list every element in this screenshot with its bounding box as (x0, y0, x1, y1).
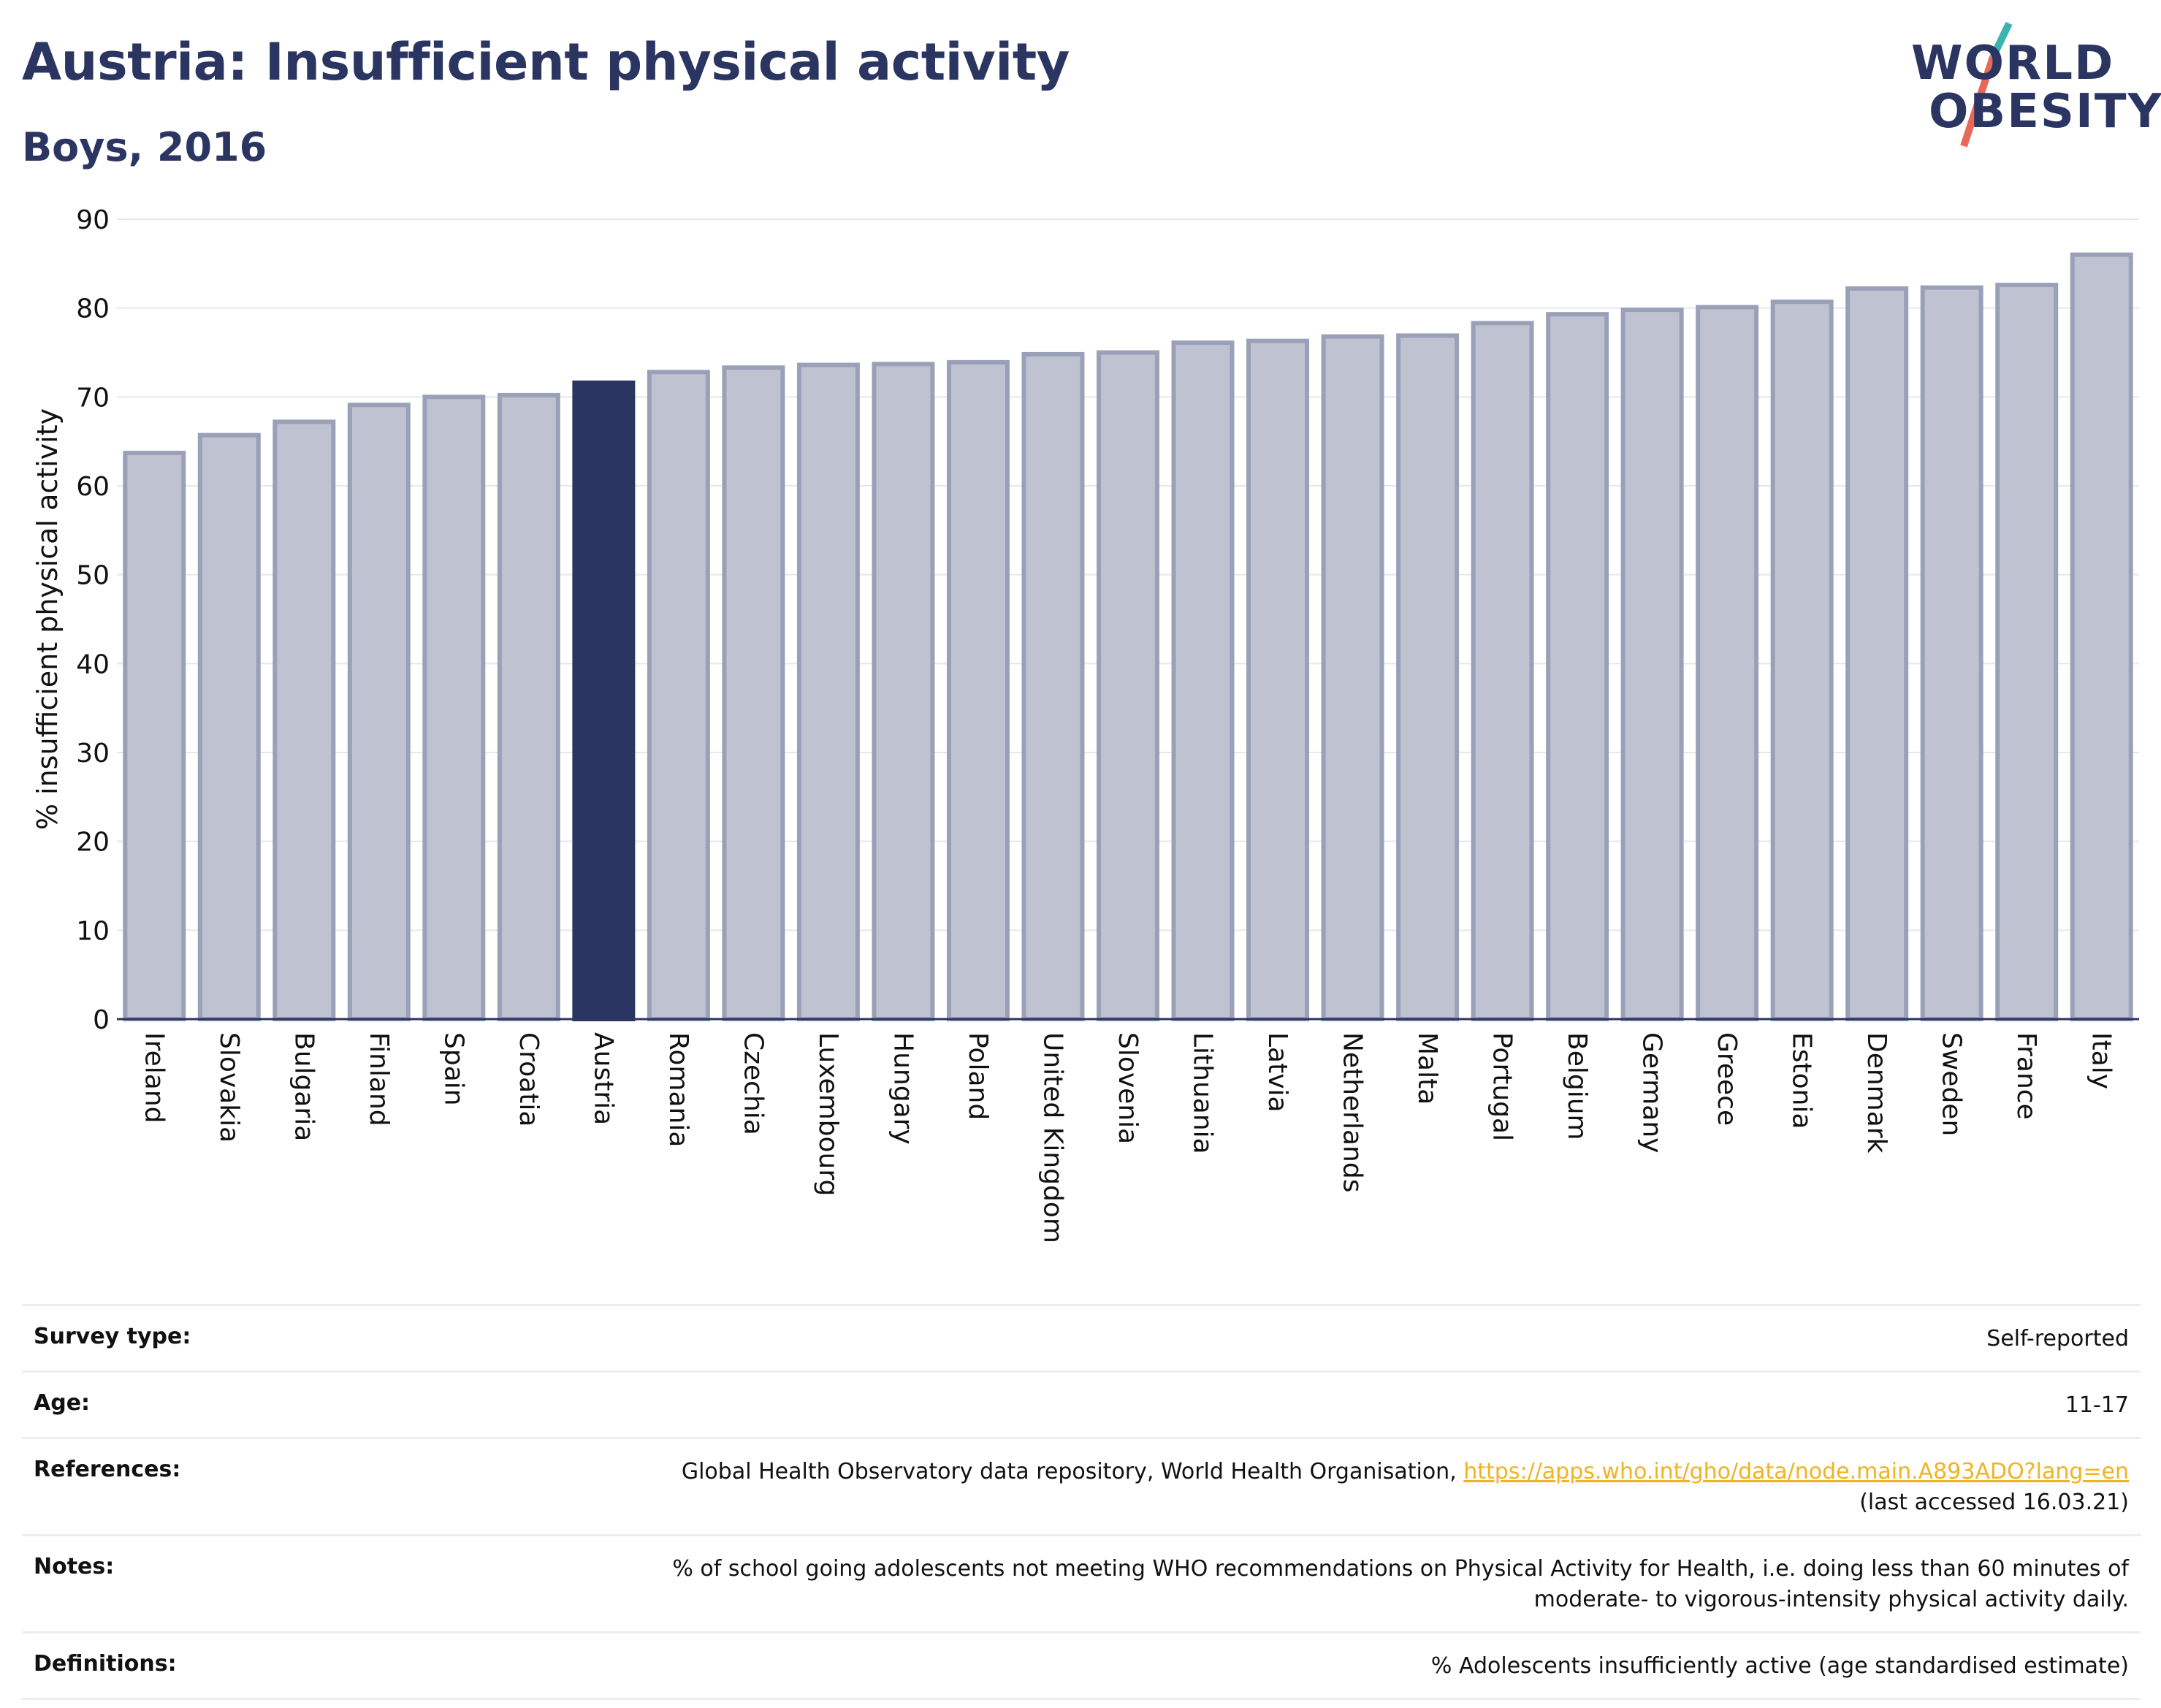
x-tick-label: Spain (438, 1032, 468, 1106)
notes-line-1: % of school going adolescents not meetin… (672, 1556, 2129, 1582)
page-title: Austria: Insufficient physical activity (22, 32, 1070, 92)
references-text: Global Health Observatory data repositor… (681, 1459, 1464, 1484)
x-tick-label: Bulgaria (289, 1032, 319, 1141)
references-link[interactable]: https://apps.who.int/gho/data/node.main.… (1463, 1459, 2129, 1484)
x-axis-ticks: Ireland Slovakia Bulgaria Finland Spain Croat… (139, 1032, 2116, 1243)
x-tick-label: Latvia (1262, 1032, 1292, 1113)
x-tick-label: Luxembourg (813, 1032, 843, 1196)
bar-slovakia (197, 432, 261, 1021)
logo-word-obesity: OBESITY (1929, 85, 2161, 139)
bar-germany (1620, 308, 1684, 1022)
bar-czechia (722, 365, 785, 1021)
bar-estonia (1770, 300, 1834, 1021)
x-tick-label: Sweden (1937, 1032, 1967, 1136)
info-row-notes: Notes: % of school going adolescents not… (22, 1534, 2141, 1631)
y-axis-ticks: 0 10 20 30 40 50 60 70 80 90 (76, 205, 110, 1035)
bar-luxembourg (796, 362, 860, 1022)
y-tick-label: 0 (93, 1005, 110, 1035)
info-table: Survey type: Self-reported Age: 11-17 Re… (22, 1304, 2141, 1700)
x-tick-label: Romania (663, 1032, 693, 1147)
info-row-survey: Survey type: Self-reported (22, 1304, 2141, 1370)
references-label: References: (34, 1457, 181, 1482)
x-tick-label: Austria (588, 1032, 618, 1125)
bar-denmark (1845, 286, 1909, 1021)
y-tick-label: 60 (76, 472, 110, 502)
x-tick-label: Netherlands (1338, 1032, 1368, 1192)
notes-label: Notes: (34, 1554, 115, 1579)
bar-sweden (1920, 285, 1983, 1021)
bar-belgium (1546, 312, 1609, 1021)
x-tick-label: Slovenia (1113, 1032, 1143, 1144)
bar-portugal (1471, 321, 1534, 1022)
bar-netherlands (1321, 334, 1384, 1022)
x-tick-label: Finland (364, 1032, 394, 1126)
y-tick-label: 80 (76, 294, 110, 324)
x-tick-label: France (2011, 1032, 2041, 1120)
page-subtitle: Boys, 2016 (22, 124, 267, 170)
x-tick-label: Slovakia (214, 1032, 244, 1143)
bar-slovenia (1097, 350, 1159, 1021)
bar-ireland (123, 450, 186, 1021)
bar-hungary (872, 362, 935, 1022)
age-label: Age: (34, 1390, 91, 1416)
bar-united-kingdom (1021, 351, 1085, 1021)
x-tick-label: Portugal (1487, 1032, 1517, 1141)
y-tick-label: 30 (76, 739, 110, 769)
y-tick-label: 20 (76, 828, 110, 858)
y-tick-label: 40 (76, 649, 110, 679)
bar-poland (946, 359, 1010, 1021)
y-axis-label: % insufficient physical activity (31, 408, 64, 830)
x-tick-label: Hungary (888, 1032, 918, 1145)
bar-romania (647, 370, 710, 1021)
survey-type-label: Survey type: (34, 1324, 191, 1349)
bar-chart: 0 10 20 30 40 50 60 70 80 90 Ireland Slovakia Bulga… (31, 205, 2139, 1243)
survey-type-value: Self-reported (1986, 1326, 2129, 1351)
references-value: Global Health Observatory data repositor… (682, 1457, 2129, 1518)
bars (123, 252, 2133, 1022)
info-row-definitions: Definitions: % Adolescents insufficientl… (22, 1631, 2141, 1700)
bar-lithuania (1171, 340, 1235, 1022)
x-tick-label: Ireland (139, 1032, 169, 1124)
x-tick-label: Czechia (738, 1032, 768, 1135)
y-tick-label: 70 (76, 383, 110, 413)
bar-latvia (1246, 338, 1310, 1021)
world-obesity-logo: WORLD OBESITY (1899, 22, 2161, 153)
definitions-label: Definitions: (34, 1651, 177, 1677)
bar-finland (347, 403, 411, 1021)
notes-line-2: moderate- to vigorous-intensity physical… (1533, 1587, 2129, 1612)
y-tick-label: 90 (76, 205, 110, 235)
notes-value: % of school going adolescents not meetin… (672, 1554, 2129, 1615)
logo-word-world: WORLD (1911, 37, 2115, 91)
x-tick-label: Belgium (1562, 1032, 1592, 1140)
bar-malta (1396, 333, 1460, 1021)
bar-france (1995, 283, 2059, 1022)
bar-bulgaria (272, 419, 336, 1021)
info-row-references: References: Global Health Observatory da… (22, 1437, 2141, 1534)
x-tick-label: Poland (963, 1032, 993, 1120)
x-tick-label: Lithuania (1188, 1032, 1218, 1154)
logo-slash-icon (1960, 22, 2013, 148)
references-accessed: (last accessed 16.03.21) (1859, 1490, 2129, 1515)
x-tick-label: Malta (1412, 1032, 1442, 1105)
info-row-age: Age: 11-17 (22, 1370, 2141, 1437)
y-tick-label: 10 (76, 916, 110, 946)
bar-italy (2070, 252, 2133, 1022)
x-tick-label: Germany (1637, 1032, 1667, 1153)
y-tick-label: 50 (76, 561, 110, 591)
bar-spain (422, 394, 486, 1022)
x-tick-label: Denmark (1861, 1032, 1891, 1154)
bar-austria (572, 380, 636, 1022)
x-tick-label: Estonia (1787, 1032, 1817, 1129)
x-tick-label: United Kingdom (1037, 1032, 1067, 1243)
bar-greece (1696, 305, 1759, 1021)
bar-croatia (497, 392, 560, 1021)
x-tick-label: Italy (2086, 1032, 2116, 1089)
x-tick-label: Croatia (514, 1032, 544, 1126)
x-tick-label: Greece (1712, 1032, 1742, 1126)
age-value: 11-17 (2065, 1392, 2129, 1418)
definitions-value: % Adolescents insufficiently active (age… (1430, 1653, 2129, 1679)
